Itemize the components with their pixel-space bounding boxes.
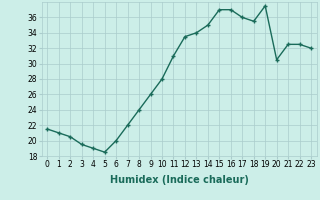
- X-axis label: Humidex (Indice chaleur): Humidex (Indice chaleur): [110, 175, 249, 185]
